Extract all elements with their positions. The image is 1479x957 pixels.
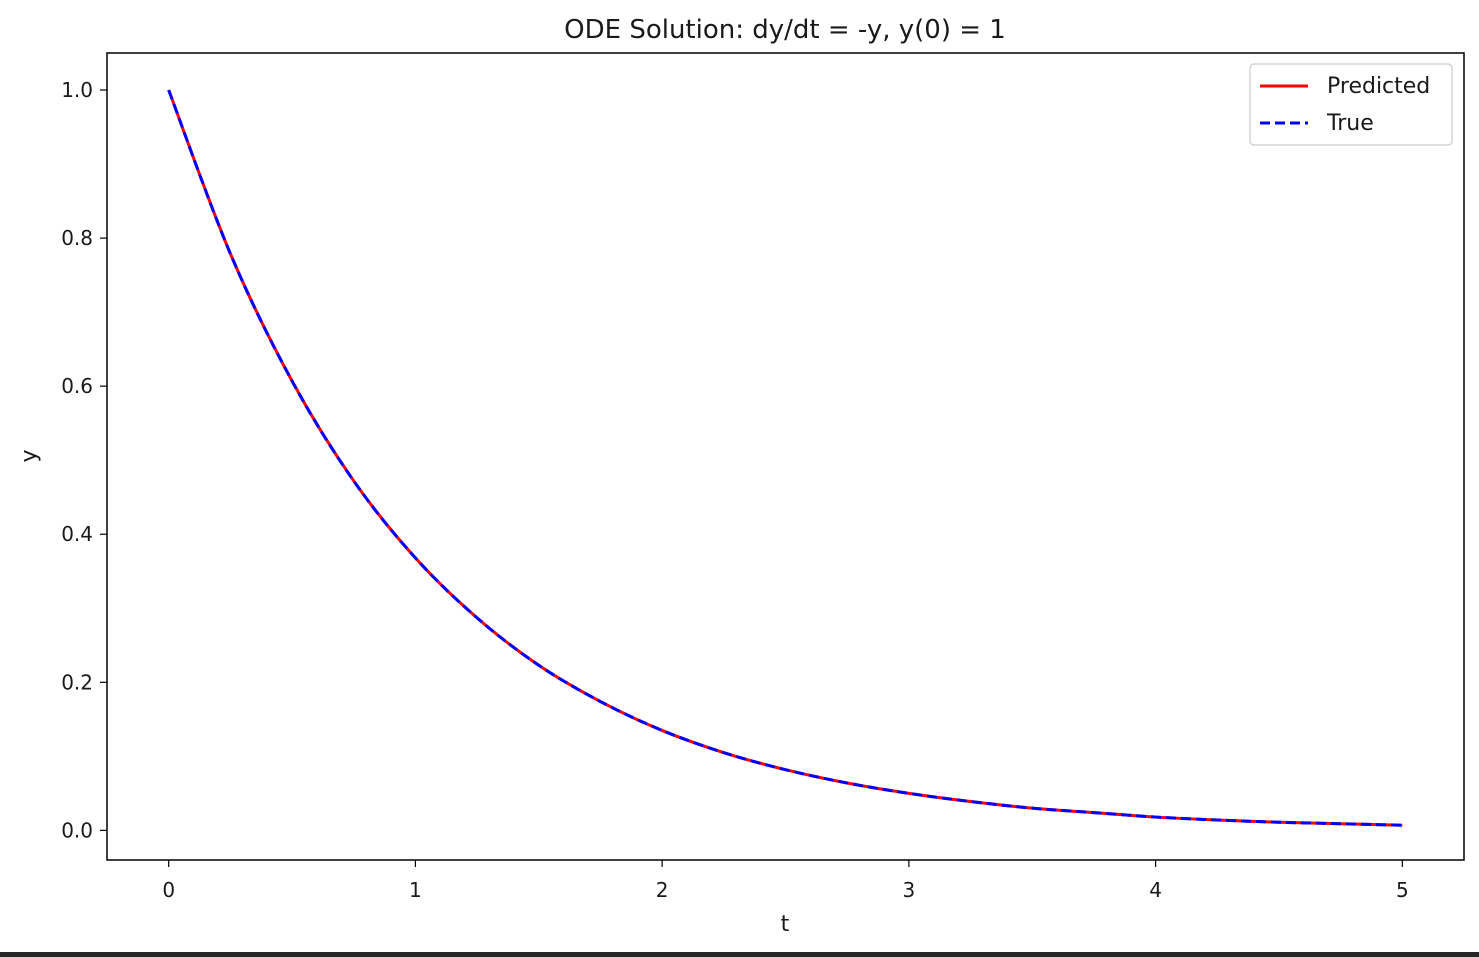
bottom-border-bar <box>0 952 1479 957</box>
legend-label: True <box>1326 111 1374 136</box>
y-tick-label: 0.4 <box>61 522 93 546</box>
x-tick-label: 0 <box>162 878 175 902</box>
legend-box <box>1249 63 1453 146</box>
x-tick-label: 1 <box>409 878 422 902</box>
y-tick-label: 0.0 <box>61 818 93 842</box>
legend-label: Predicted <box>1327 74 1430 99</box>
legend-items: Predicted True <box>1260 74 1430 136</box>
x-axis-label: t <box>781 912 790 937</box>
series-line-predicted <box>167 89 1403 827</box>
series-layer <box>167 89 1403 827</box>
y-tick-label: 0.6 <box>61 374 93 398</box>
x-tick-label: 3 <box>902 878 915 902</box>
chart-title: ODE Solution: dy/dt = -y, y(0) = 1 <box>564 15 1006 45</box>
x-tick-label: 5 <box>1396 878 1409 902</box>
plot-area-frame <box>106 52 1465 861</box>
y-axis-ticks: 0.0 0.2 0.4 0.6 0.8 1.0 <box>61 78 107 842</box>
x-tick-label: 2 <box>656 878 669 902</box>
x-axis-ticks: 0 1 2 3 4 5 <box>162 860 1409 902</box>
y-tick-label: 0.8 <box>61 226 93 250</box>
y-tick-label: 1.0 <box>61 78 93 102</box>
legend: Predicted True <box>1249 63 1453 146</box>
y-axis-label: y <box>17 449 42 462</box>
series-line-true <box>167 89 1403 827</box>
y-tick-label: 0.2 <box>61 670 93 694</box>
x-tick-label: 4 <box>1149 878 1162 902</box>
